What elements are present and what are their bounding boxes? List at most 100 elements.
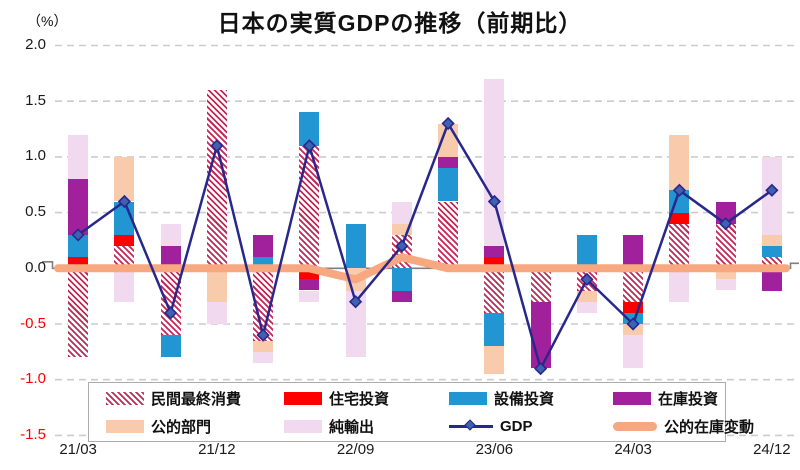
bar-segment-capital-investment bbox=[391, 268, 412, 291]
y-axis-unit-label: （%） bbox=[27, 13, 68, 29]
y-tick-label: 1.5 bbox=[25, 91, 46, 109]
bar-segment-net-exports bbox=[576, 301, 597, 313]
legend-item-public-sector: 公的部門 bbox=[106, 416, 284, 437]
bar-segment-capital-investment bbox=[160, 335, 181, 358]
bar-segment-public-sector bbox=[484, 346, 505, 375]
bar-segment-inventory-investment bbox=[715, 201, 736, 224]
bar-segment-capital-investment bbox=[345, 223, 366, 269]
bar-segment-capital-investment bbox=[68, 234, 89, 258]
bar-segment-private-consumption bbox=[206, 90, 227, 269]
bar-segment-inventory-investment bbox=[623, 234, 644, 269]
legend-item-gdp: GDP bbox=[449, 418, 613, 435]
gdp-marker bbox=[210, 139, 224, 153]
bar-segment-public-sector bbox=[253, 340, 274, 352]
gdp-marker bbox=[487, 194, 502, 209]
zero-axis-line bbox=[42, 261, 799, 270]
bar-segment-housing-investment bbox=[299, 268, 320, 280]
bar-segment-net-exports bbox=[206, 301, 227, 324]
bar-segment-capital-investment bbox=[299, 112, 320, 146]
legend-item-capital-investment: 設備投資 bbox=[449, 388, 613, 409]
bar-segment-private-consumption bbox=[68, 268, 89, 358]
legend-item-private-consumption: 民間最終消費 bbox=[106, 388, 284, 409]
y-tick-label: -0.5 bbox=[20, 314, 46, 332]
legend-label-private-consumption: 民間最終消費 bbox=[151, 390, 242, 408]
gdp-marker bbox=[718, 217, 733, 231]
bar-segment-net-exports bbox=[391, 201, 412, 224]
bar-segment-capital-investment bbox=[576, 234, 597, 269]
legend-label-gdp: GDP bbox=[500, 417, 533, 435]
net-exports-swatch-icon bbox=[284, 419, 322, 433]
y-tick-label: 1.0 bbox=[25, 147, 46, 165]
x-tick-label: 21/03 bbox=[59, 441, 97, 458]
y-tick-label: 0.0 bbox=[25, 258, 46, 276]
legend-box: 民間最終消費 住宅投資 設備投資 在庫投資 公的部門 純輸出 GDP 公的在庫変動 bbox=[88, 382, 754, 442]
bar-segment-capital-investment bbox=[438, 168, 459, 202]
bar-segment-net-exports bbox=[114, 268, 135, 302]
gdp-marker bbox=[533, 361, 548, 376]
bar-segment-capital-investment bbox=[253, 257, 274, 269]
legend-item-housing-investment: 住宅投資 bbox=[284, 388, 449, 409]
bar-segment-private-consumption bbox=[253, 268, 274, 341]
x-tick-label: 24/12 bbox=[753, 441, 791, 458]
gdp-marker bbox=[71, 228, 85, 242]
y-tick-label: -1.0 bbox=[20, 370, 46, 388]
bar-segment-private-consumption bbox=[160, 268, 181, 336]
bar-segment-net-exports bbox=[68, 134, 89, 180]
legend-label-capital-investment: 設備投資 bbox=[494, 390, 555, 408]
gdp-marker bbox=[441, 116, 455, 131]
bar-segment-private-consumption bbox=[114, 246, 135, 269]
legend-item-net-exports: 純輸出 bbox=[284, 416, 449, 437]
gdp-marker bbox=[672, 183, 687, 197]
bar-segment-inventory-investment bbox=[484, 246, 505, 258]
inventory-investment-swatch-icon bbox=[613, 391, 651, 405]
chart-title: 日本の実質GDPの推移（前期比） bbox=[217, 10, 583, 36]
y-tick-label: -1.5 bbox=[20, 425, 46, 443]
bar-segment-inventory-investment bbox=[438, 156, 459, 168]
gdp-marker bbox=[302, 139, 317, 153]
legend-label-public-sector: 公的部門 bbox=[151, 418, 212, 436]
bar-segment-net-exports bbox=[484, 78, 505, 246]
bar-segment-net-exports bbox=[160, 223, 181, 246]
bar-segment-housing-investment bbox=[114, 234, 135, 246]
bar-segment-private-consumption bbox=[623, 268, 644, 302]
bar-segment-public-sector bbox=[715, 268, 736, 280]
bar-segment-public-sector bbox=[206, 268, 227, 302]
legend-label-inventory-investment: 在庫投資 bbox=[658, 390, 719, 408]
gdp-marker bbox=[395, 239, 409, 253]
bar-segment-capital-investment bbox=[761, 246, 782, 258]
bar-segment-capital-investment bbox=[484, 312, 505, 347]
gdp-marker bbox=[163, 306, 178, 320]
bar-segment-net-exports bbox=[623, 335, 644, 369]
x-tick-label: 24/03 bbox=[614, 441, 652, 458]
bar-segment-housing-investment bbox=[484, 257, 505, 269]
public-inventory-change-swatch-icon bbox=[613, 421, 657, 431]
legend-label-housing-investment: 住宅投資 bbox=[329, 390, 390, 408]
bar-segment-public-sector bbox=[114, 156, 135, 202]
bar-segment-private-consumption bbox=[299, 145, 320, 269]
gdp-marker bbox=[256, 328, 270, 342]
gdp-marker bbox=[765, 183, 779, 197]
legend-label-net-exports: 純輸出 bbox=[329, 418, 375, 436]
bar-segment-net-exports bbox=[253, 351, 274, 363]
bar-segment-housing-investment bbox=[68, 257, 89, 269]
bar-segment-net-exports bbox=[715, 279, 736, 291]
public-sector-swatch-icon bbox=[106, 419, 144, 433]
bar-segment-housing-investment bbox=[623, 301, 644, 313]
gdp-marker bbox=[580, 272, 594, 287]
bar-segment-private-consumption bbox=[761, 257, 782, 269]
gdp-line-swatch-diamond bbox=[464, 419, 476, 431]
bar-segment-inventory-investment bbox=[299, 279, 320, 291]
gdp-swatch-icon bbox=[449, 419, 493, 433]
bar-segment-inventory-investment bbox=[761, 268, 782, 291]
gdp-marker bbox=[348, 295, 363, 309]
housing-investment-swatch-icon bbox=[284, 391, 322, 405]
y-tick-label: 0.5 bbox=[25, 203, 46, 221]
bar-segment-net-exports bbox=[345, 290, 366, 358]
bar-segment-public-sector bbox=[669, 134, 690, 191]
y-axis: 2.0 1.5 1.0 0.5 0.0 -0.5 -1.0 -1.5 bbox=[0, 0, 48, 470]
private-consumption-swatch-icon bbox=[106, 391, 144, 405]
legend-item-inventory-investment: 在庫投資 bbox=[613, 388, 754, 409]
